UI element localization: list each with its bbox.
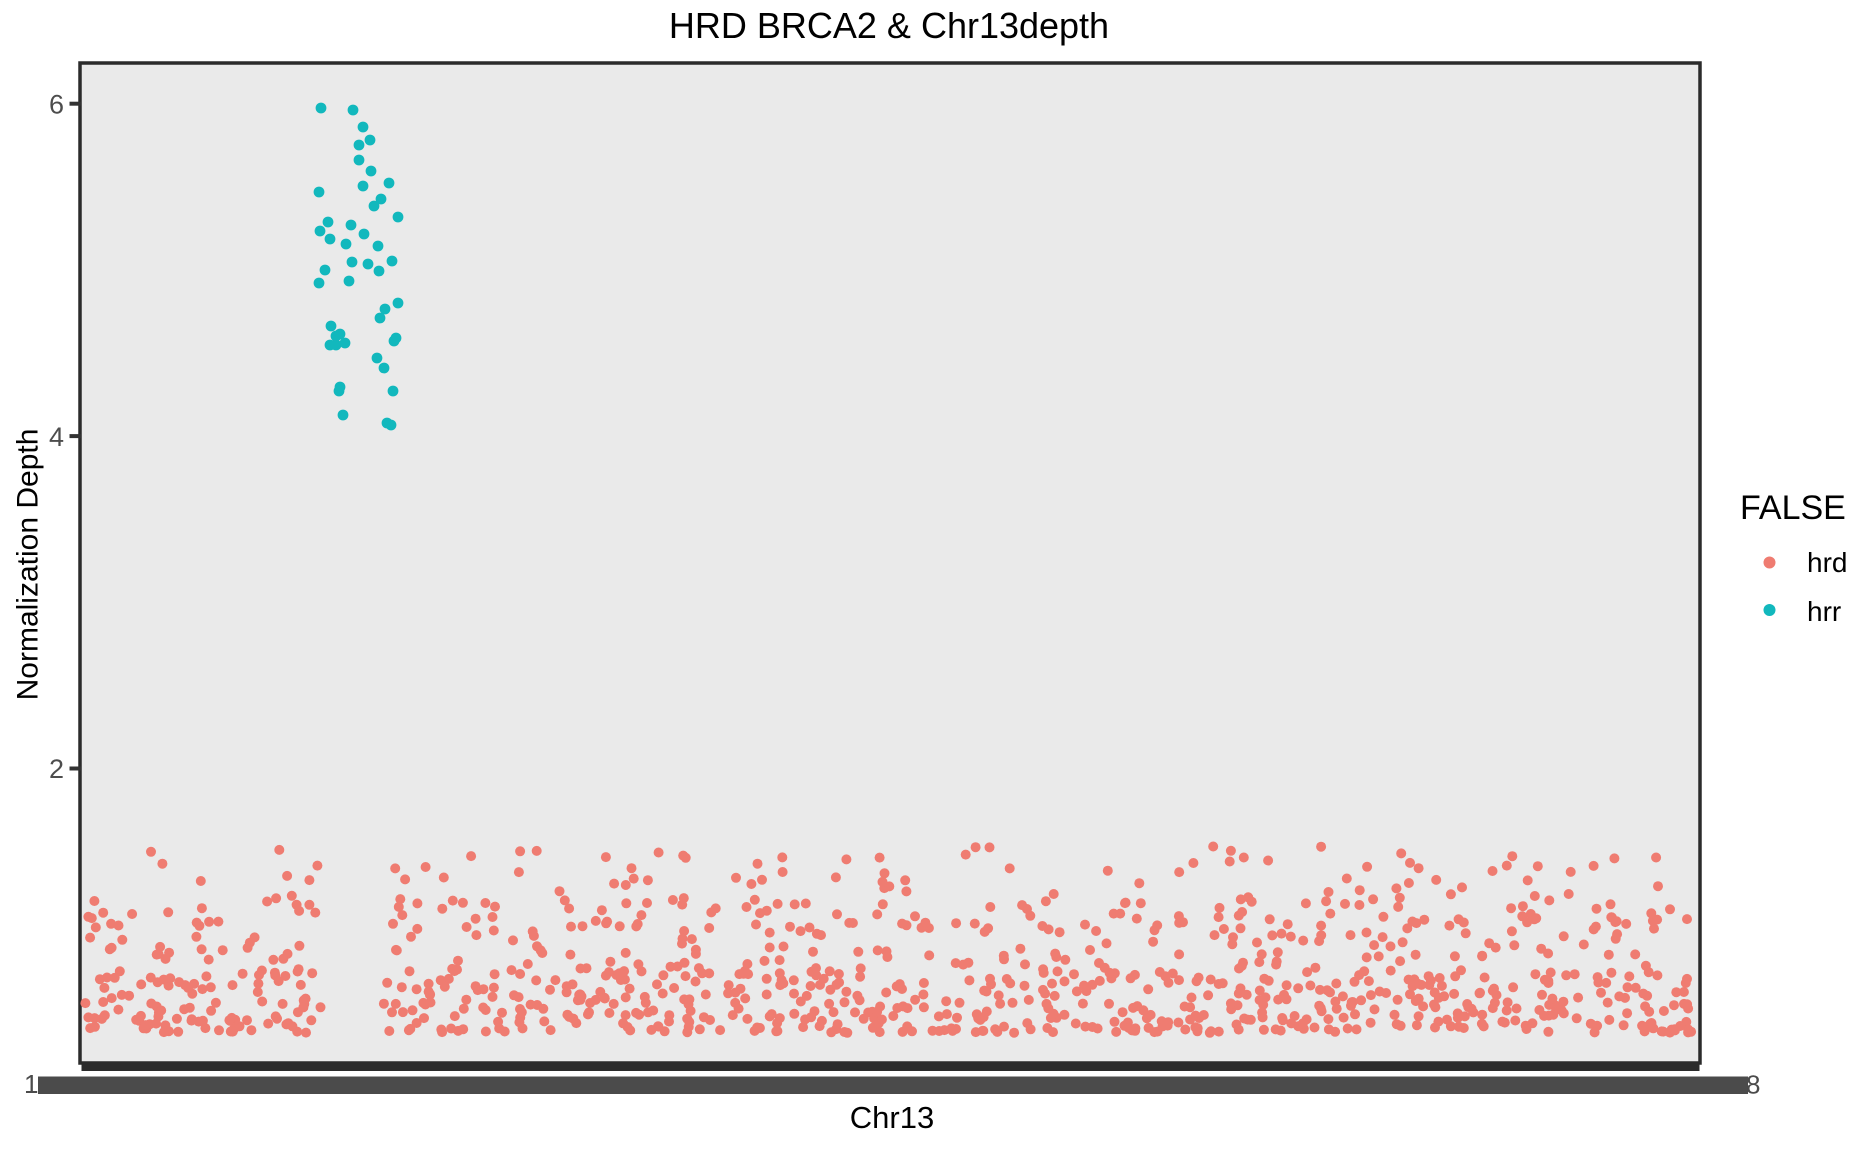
svg-text:4: 4 [49, 422, 64, 452]
svg-text:hrd: hrd [1807, 547, 1847, 578]
svg-text:1: 1 [24, 1069, 38, 1099]
svg-text:FALSE: FALSE [1740, 489, 1846, 527]
svg-text:HRD BRCA2 & Chr13depth: HRD BRCA2 & Chr13depth [669, 5, 1109, 46]
svg-text:6: 6 [49, 90, 64, 120]
svg-text:hrr: hrr [1807, 596, 1841, 627]
svg-text:Normalization Depth: Normalization Depth [12, 429, 45, 701]
svg-text:2: 2 [49, 754, 64, 784]
svg-text:Chr13: Chr13 [850, 1100, 934, 1135]
svg-text:8: 8 [1746, 1070, 1760, 1100]
